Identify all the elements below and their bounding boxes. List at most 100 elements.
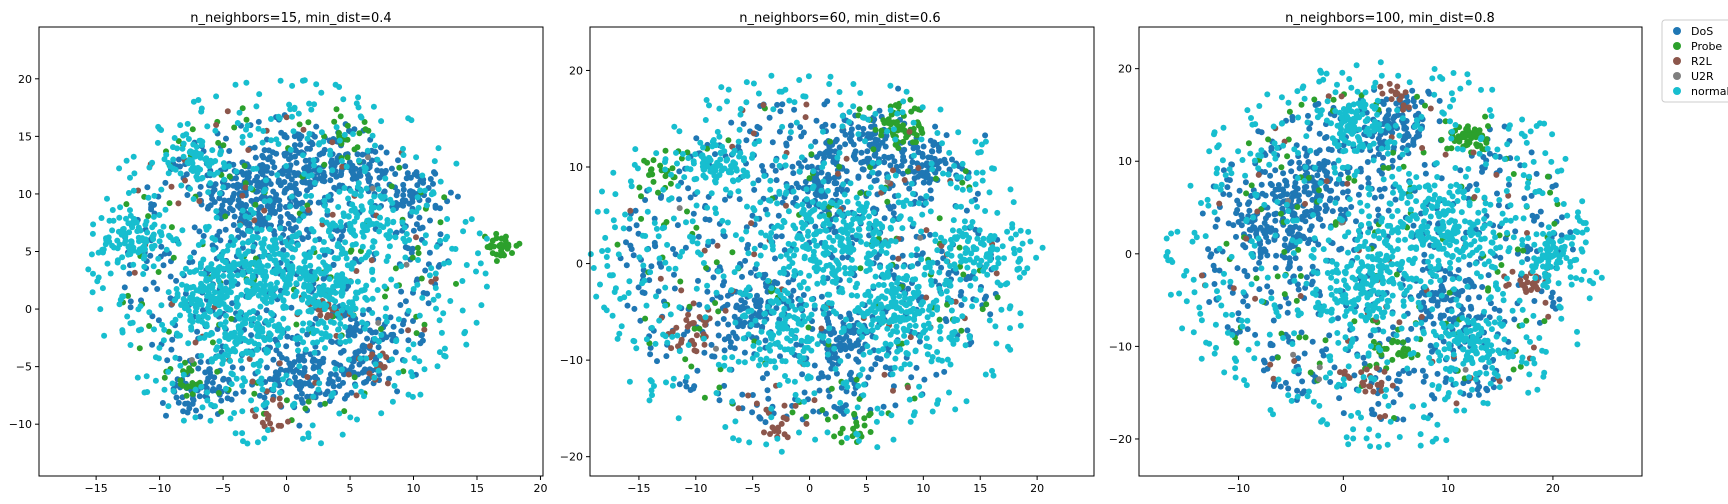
data-point-normal — [287, 203, 294, 210]
data-point-dos — [221, 197, 228, 204]
data-point-normal — [437, 237, 444, 244]
data-point-normal — [720, 273, 727, 280]
data-point-dos — [272, 336, 279, 343]
data-point-normal — [610, 217, 617, 224]
data-point-normal — [919, 307, 926, 314]
data-point-normal — [107, 270, 114, 277]
data-point-normal — [731, 269, 738, 276]
data-point-normal — [227, 267, 234, 274]
data-point-dos — [929, 148, 936, 155]
data-point-probe — [305, 119, 312, 126]
data-point-normal — [89, 289, 96, 296]
data-point-normal — [228, 381, 235, 388]
data-point-normal — [400, 152, 407, 158]
data-point-dos — [733, 304, 740, 311]
data-point-normal — [777, 344, 784, 350]
data-point-dos — [169, 336, 176, 343]
data-point-probe — [182, 359, 188, 366]
data-point-normal — [869, 327, 876, 334]
data-point-normal — [1019, 240, 1026, 247]
data-point-probe — [979, 306, 986, 313]
data-point-dos — [747, 269, 754, 276]
data-point-normal — [253, 103, 260, 110]
data-point-normal — [375, 186, 382, 193]
data-point-dos — [881, 215, 888, 222]
data-point-dos — [216, 195, 223, 202]
data-point-normal — [911, 329, 918, 336]
data-point-dos — [736, 196, 743, 203]
data-point-normal — [441, 352, 448, 359]
data-point-normal — [171, 297, 178, 304]
data-point-dos — [233, 175, 239, 182]
data-point-normal — [151, 192, 158, 199]
data-point-normal — [322, 303, 329, 310]
data-point-dos — [871, 177, 878, 184]
data-point-r2l — [781, 402, 788, 409]
data-point-dos — [927, 231, 934, 238]
data-point-normal — [305, 430, 312, 437]
data-point-normal — [236, 109, 243, 116]
data-point-probe — [838, 439, 845, 446]
data-point-normal — [987, 253, 994, 260]
data-point-normal — [662, 156, 669, 163]
data-point-dos — [388, 165, 395, 172]
data-point-dos — [410, 318, 416, 324]
data-point-dos — [226, 148, 233, 154]
data-point-normal — [246, 214, 253, 221]
data-point-normal — [312, 328, 319, 335]
data-point-dos — [309, 358, 316, 365]
data-point-normal — [320, 239, 327, 245]
data-point-normal — [250, 308, 257, 315]
data-point-probe — [500, 235, 507, 242]
data-point-dos — [769, 139, 776, 146]
data-point-normal — [196, 287, 203, 294]
data-point-r2l — [413, 234, 419, 241]
data-point-normal — [197, 260, 204, 267]
data-point-dos — [298, 390, 305, 397]
data-point-normal — [156, 212, 163, 218]
data-point-normal — [699, 152, 706, 159]
data-point-normal — [377, 214, 383, 221]
data-point-dos — [326, 398, 333, 404]
data-point-normal — [325, 228, 332, 235]
data-point-probe — [241, 162, 248, 169]
data-point-normal — [787, 247, 794, 254]
data-point-dos — [180, 408, 187, 415]
data-point-normal — [247, 132, 254, 139]
data-point-dos — [741, 319, 748, 326]
data-point-normal — [691, 176, 698, 183]
data-point-normal — [213, 208, 220, 215]
data-point-r2l — [901, 177, 908, 183]
data-point-normal — [174, 330, 180, 337]
data-point-normal — [179, 145, 186, 152]
data-point-dos — [710, 274, 717, 281]
data-point-normal — [950, 217, 957, 224]
data-point-normal — [316, 380, 323, 387]
data-point-dos — [359, 151, 366, 158]
data-point-normal — [670, 215, 677, 222]
data-point-dos — [269, 159, 276, 166]
data-point-normal — [140, 255, 147, 262]
data-point-dos — [158, 243, 165, 250]
data-point-normal — [681, 174, 688, 181]
data-point-normal — [224, 247, 231, 254]
data-point-normal — [758, 328, 765, 335]
data-point-normal — [253, 225, 260, 232]
data-point-dos — [982, 132, 989, 139]
data-point-dos — [271, 164, 278, 171]
data-point-normal — [104, 195, 110, 202]
data-point-dos — [786, 135, 793, 142]
data-point-probe — [215, 390, 222, 396]
data-point-normal — [735, 138, 742, 145]
y-tick-label: −5 — [16, 361, 32, 374]
data-point-normal — [165, 368, 172, 375]
data-point-dos — [822, 121, 829, 128]
data-point-dos — [728, 119, 735, 126]
data-point-probe — [321, 161, 328, 168]
data-point-normal — [898, 307, 905, 314]
data-point-dos — [401, 198, 408, 205]
data-point-probe — [499, 250, 506, 257]
data-point-dos — [406, 200, 413, 207]
data-point-normal — [123, 157, 130, 164]
data-point-dos — [730, 329, 737, 336]
